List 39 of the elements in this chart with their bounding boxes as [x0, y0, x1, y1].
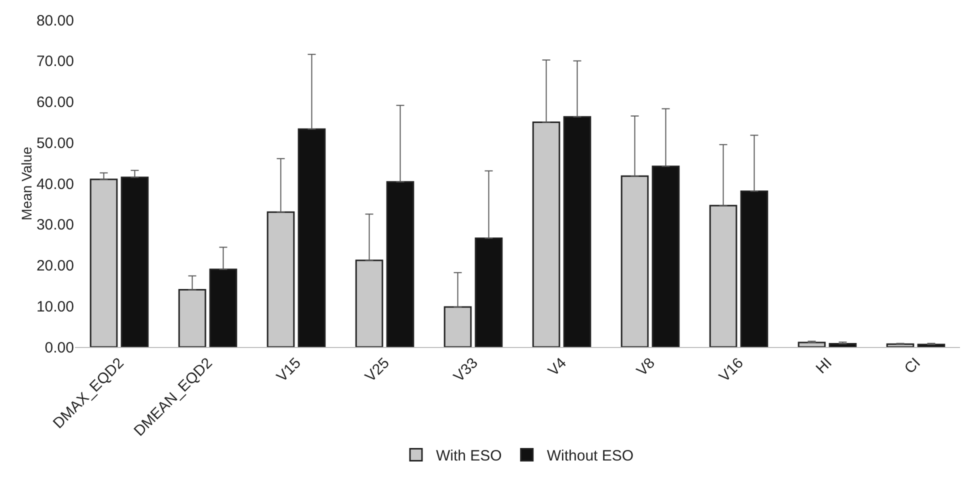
bar — [709, 204, 738, 347]
bar — [798, 342, 826, 347]
bar — [355, 260, 384, 347]
x-tick-label: V33 — [450, 354, 482, 386]
bar — [386, 181, 414, 347]
bar — [563, 116, 592, 347]
bar — [886, 343, 914, 347]
y-tick-label: 10.00 — [36, 298, 74, 316]
y-tick-label: 70.00 — [36, 53, 74, 70]
bar — [209, 268, 238, 347]
y-tick-label: 60.00 — [36, 94, 74, 111]
bar — [652, 166, 680, 347]
x-tick-label: V8 — [633, 354, 658, 380]
bar — [444, 306, 472, 347]
bar — [266, 211, 295, 347]
y-tick-label: 20.00 — [36, 258, 74, 274]
legend-label: Without ESO — [546, 448, 634, 465]
bar — [474, 238, 503, 347]
x-tick-label: CI — [901, 354, 924, 378]
y-tick-label: 50.00 — [36, 134, 74, 152]
bar — [620, 175, 649, 347]
y-tick-label: 0.00 — [44, 339, 74, 356]
x-tick-label: V25 — [362, 354, 393, 386]
y-tick-label: 80.00 — [36, 12, 74, 30]
y-tick-label: 30.00 — [36, 216, 74, 234]
bar — [178, 289, 206, 347]
legend-label: With ESO — [436, 448, 502, 465]
bar — [90, 178, 118, 347]
x-tick-label: V4 — [544, 354, 570, 380]
y-axis-title: Mean Value — [18, 146, 34, 220]
x-tick-label: HI — [812, 354, 836, 378]
bar — [828, 342, 857, 347]
y-tick-label: 40.00 — [36, 176, 74, 193]
x-tick-label: V15 — [273, 354, 304, 386]
x-tick-label: V16 — [716, 354, 747, 386]
bar — [120, 176, 149, 347]
bar — [532, 121, 560, 347]
bar — [298, 128, 326, 347]
bar — [740, 190, 768, 347]
